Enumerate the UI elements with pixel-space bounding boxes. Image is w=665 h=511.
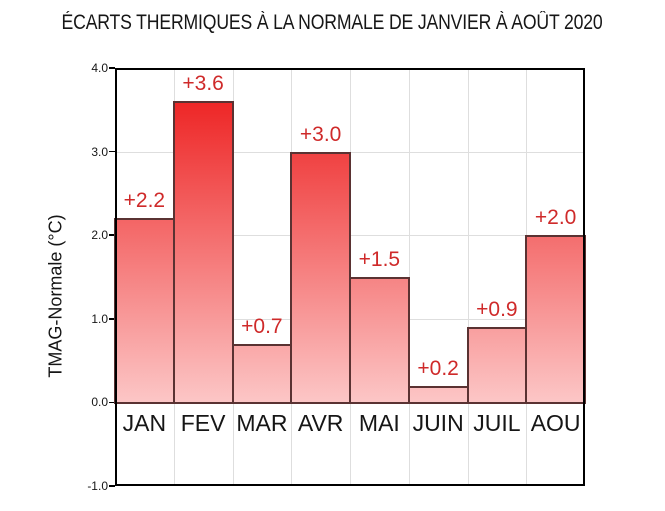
value-label-juil: +0.9 <box>476 298 518 322</box>
value-label-aou: +2.0 <box>534 206 577 230</box>
month-label-jan: JAN <box>122 410 167 437</box>
y-tick-label: 2.0 <box>91 228 108 243</box>
y-tick-mark <box>109 401 115 404</box>
value-label-avr: +3.0 <box>299 122 342 146</box>
month-label-mar: MAR <box>236 410 288 437</box>
bar-aou <box>525 235 586 405</box>
month-label-juil: JUIL <box>473 410 521 437</box>
month-label-fev: FEV <box>180 410 226 437</box>
y-axis-title: TMAG-Normale (°C) <box>45 214 66 378</box>
y-tick-label: 4.0 <box>91 61 108 75</box>
plot-area: +2.2 JAN +3.6 FEV +0.7 MAR +3.0 AVR +1.5 MAI +0.2 J… <box>114 68 586 486</box>
bar-juil <box>466 327 528 405</box>
value-label-jan: +2.2 <box>123 189 166 213</box>
value-label-fev: +3.6 <box>182 72 224 96</box>
y-tick-label: 0.0 <box>91 395 108 410</box>
bar-jan <box>114 218 175 405</box>
y-tick-mark <box>109 485 115 487</box>
bar-mar <box>231 343 293 405</box>
month-label-mai: MAI <box>358 410 400 437</box>
y-tick-mark <box>109 67 115 69</box>
y-tick-label: -1.0 <box>87 479 108 493</box>
bar-juin <box>407 385 469 405</box>
y-tick-mark <box>109 234 115 236</box>
y-tick-mark <box>109 150 115 153</box>
vertical-gridline <box>467 68 469 486</box>
bar-fev <box>172 101 234 405</box>
month-label-avr: AVR <box>297 410 344 437</box>
month-label-aou: AOU <box>530 410 581 437</box>
y-tick-mark <box>109 318 115 320</box>
y-tick-label: 1.0 <box>91 311 108 326</box>
value-label-mar: +0.7 <box>241 314 283 338</box>
bar-mai <box>349 277 410 405</box>
chart-title-text: ÉCARTS THERMIQUES À LA NORMALE DE JANVIE… <box>61 11 604 34</box>
value-label-juin: +0.2 <box>417 356 459 380</box>
value-label-mai: +1.5 <box>358 248 401 271</box>
month-label-juin: JUIN <box>412 410 464 437</box>
y-tick-label: 3.0 <box>91 144 108 159</box>
bar-avr <box>290 151 351 405</box>
chart-title: ÉCARTS THERMIQUES À LA NORMALE DE JANVIE… <box>0 11 665 35</box>
